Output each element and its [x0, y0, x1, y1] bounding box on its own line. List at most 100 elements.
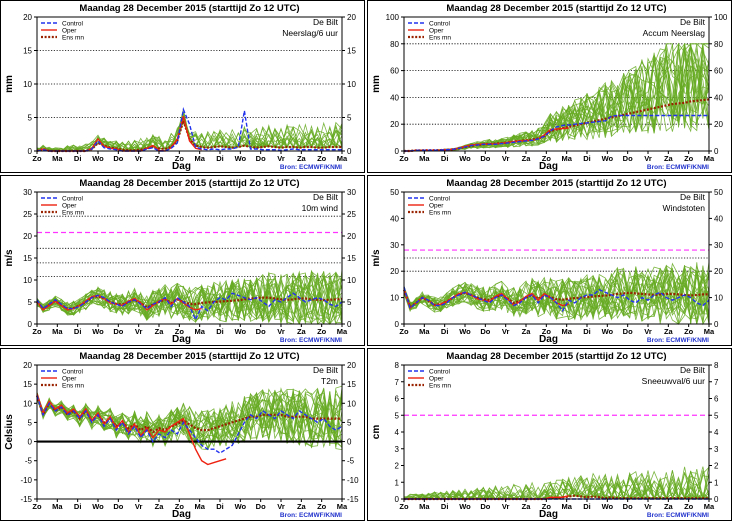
- x-tick-label: Za: [297, 327, 307, 336]
- y-tick-label-right: 30: [347, 188, 356, 197]
- source-label: Bron: ECMWF/KNMI: [280, 337, 342, 344]
- y-tick-label-right: 25: [347, 210, 356, 219]
- x-axis-label: Dag: [539, 334, 558, 345]
- legend-label-oper: Oper: [62, 28, 77, 35]
- y-tick-label: 5: [395, 411, 400, 420]
- y-tick-label: 40: [390, 93, 399, 102]
- x-axis-label: Dag: [539, 161, 558, 172]
- y-tick-label: 10: [390, 294, 399, 303]
- legend-label-oper: Oper: [429, 203, 444, 210]
- x-tick-label: Za: [522, 502, 532, 511]
- y-tick-label: 0: [28, 438, 33, 447]
- y-tick-label: 60: [390, 67, 399, 76]
- x-tick-label: Za: [297, 154, 307, 163]
- legend-label-ens-mean: Ens mn: [62, 35, 84, 42]
- plot-area-frame: [403, 16, 710, 152]
- chart-panel-2: Maandag 28 December 2015 (starttijd Zo 1…: [367, 0, 732, 173]
- ensemble-member-line: [403, 265, 710, 318]
- x-tick-label: Di: [441, 327, 449, 336]
- ensemble-member-line: [36, 269, 343, 325]
- control-line: [36, 292, 343, 322]
- x-tick-label: Vr: [277, 154, 285, 163]
- y-tick-label-right: 5: [347, 418, 352, 427]
- legend-label-control: Control: [429, 21, 451, 28]
- chart-panel-4: Maandag 28 December 2015 (starttijd Zo 1…: [367, 175, 732, 346]
- station-label: De Bilt: [680, 17, 706, 27]
- y-tick-label-right: 5: [347, 114, 352, 123]
- y-tick-label-right: 15: [347, 47, 356, 56]
- y-tick-label: 10: [23, 80, 32, 89]
- y-axis-label: mm: [371, 75, 382, 93]
- ensemble-members: [403, 261, 710, 326]
- y-tick-label-right: 30: [714, 241, 723, 250]
- y-tick-label: 7: [395, 378, 400, 387]
- x-tick-label: Vr: [502, 327, 510, 336]
- x-tick-label: Wo: [459, 502, 471, 511]
- y-tick-label: 10: [23, 276, 32, 285]
- x-tick-label: Zo: [399, 502, 409, 511]
- x-tick-label: Zo: [684, 327, 694, 336]
- x-tick-label: Zo: [684, 154, 694, 163]
- y-tick-label: 8: [395, 361, 400, 370]
- legend-label-ens-mean: Ens mn: [429, 210, 451, 217]
- y-tick-label: 15: [23, 254, 32, 263]
- control-line: [36, 395, 343, 454]
- x-tick-label: Zo: [317, 154, 327, 163]
- x-tick-label: Ma: [194, 327, 205, 336]
- y-tick-label: 0: [395, 320, 400, 329]
- y-tick-label: 5: [28, 114, 33, 123]
- y-tick-label: 100: [386, 13, 400, 22]
- y-tick-label-right: 20: [347, 13, 356, 22]
- y-tick-label: 0: [395, 147, 400, 156]
- x-tick-label: Do: [113, 327, 123, 336]
- x-tick-label: Zo: [542, 502, 552, 511]
- x-tick-label: Za: [664, 327, 674, 336]
- y-tick-label-right: 40: [714, 214, 723, 223]
- y-axis-label: Celsius: [4, 414, 15, 450]
- y-tick-label-right: 4: [714, 428, 719, 437]
- y-tick-label: 25: [23, 210, 32, 219]
- station-label: De Bilt: [313, 192, 339, 202]
- plot-area-frame: [403, 191, 710, 325]
- legend-label-control: Control: [429, 196, 451, 203]
- y-tick-label: 30: [390, 241, 399, 250]
- x-tick-label: Zo: [175, 502, 185, 511]
- y-tick-label-right: 100: [714, 13, 728, 22]
- y-tick-label-right: 7: [714, 378, 719, 387]
- y-tick-label-right: 3: [714, 445, 719, 454]
- source-label: Bron: ECMWF/KNMI: [647, 164, 709, 171]
- x-tick-label: Ma: [337, 327, 348, 336]
- x-tick-label: Zo: [684, 502, 694, 511]
- ens-mean-line: [36, 295, 343, 310]
- x-tick-label: Di: [441, 502, 449, 511]
- x-tick-label: Za: [155, 327, 165, 336]
- variable-label: T2m: [321, 376, 338, 386]
- ensemble-member-line: [404, 472, 709, 500]
- chart-panel-6: Maandag 28 December 2015 (starttijd Zo 1…: [367, 348, 732, 521]
- chart-panel-3: Maandag 28 December 2015 (starttijd Zo 1…: [0, 175, 365, 346]
- ensemble-member-line: [36, 274, 343, 325]
- y-tick-label-right: 8: [714, 361, 719, 370]
- x-tick-label: Do: [623, 154, 633, 163]
- x-tick-label: Vr: [644, 154, 652, 163]
- x-axis-label: Dag: [172, 161, 191, 172]
- chart-panel-1: Maandag 28 December 2015 (starttijd Zo 1…: [0, 0, 365, 173]
- x-tick-label: Vr: [644, 327, 652, 336]
- ensemble-member-line: [403, 270, 710, 325]
- variable-label: Windstoten: [662, 203, 705, 213]
- x-tick-label: Zo: [317, 327, 327, 336]
- variable-label: 10m wind: [302, 203, 339, 213]
- y-tick-label-right: 0: [714, 147, 719, 156]
- x-tick-label: Za: [522, 154, 532, 163]
- ensemble-member-line: [403, 266, 710, 326]
- legend-label-oper: Oper: [429, 28, 444, 35]
- y-tick-label: -5: [25, 457, 33, 466]
- x-tick-label: Za: [297, 502, 307, 511]
- x-tick-label: Di: [216, 502, 224, 511]
- x-tick-label: Wo: [235, 502, 247, 511]
- x-tick-label: Wo: [235, 327, 247, 336]
- y-tick-label-right: 10: [347, 80, 356, 89]
- y-tick-label-right: 10: [714, 294, 723, 303]
- x-tick-label: Do: [256, 327, 266, 336]
